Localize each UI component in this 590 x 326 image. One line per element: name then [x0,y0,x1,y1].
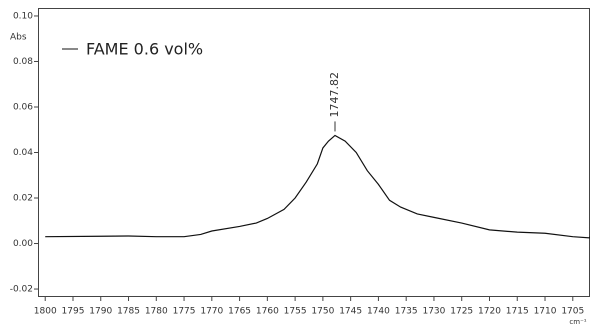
x-tick-label: 1760 [256,307,279,317]
x-tick-label: 1725 [450,307,473,317]
y-tick-label: 0.00 [13,239,33,249]
x-tick-label: 1750 [311,307,334,317]
x-tick-label: 1785 [117,307,140,317]
x-tick-label: 1730 [422,307,445,317]
x-tick-label: 1735 [395,307,418,317]
x-tick-label: 1710 [534,307,557,317]
x-tick-label: 1790 [89,307,112,317]
x-tick-label: 1720 [478,307,501,317]
y-tick-label: 0.10 [13,11,33,21]
y-axis-label: Abs [10,33,27,43]
annotation-label: 1747.82 [328,72,341,118]
x-tick-label: 1800 [34,307,57,317]
x-tick-label: 1740 [367,307,390,317]
y-tick-label: 0.02 [13,194,33,204]
legend-label: FAME 0.6 vol% [86,40,203,59]
x-tick-label: 1745 [339,307,362,317]
x-tick-label: 1775 [173,307,196,317]
y-tick-label: 0.08 [13,57,33,67]
x-tick-label: 1765 [228,307,251,317]
x-axis-label: cm⁻¹ [569,318,586,326]
x-tick-label: 1795 [62,307,85,317]
x-tick-label: 1780 [145,307,168,317]
y-tick-label: 0.06 [13,102,33,112]
y-tick-label: 0.04 [13,148,33,158]
x-tick-label: 1755 [284,307,307,317]
line-series [45,134,590,239]
x-tick-label: 1770 [200,307,223,317]
x-tick-label: 1715 [506,307,529,317]
y-tick-label: -0.02 [10,285,33,295]
x-tick-label: 1705 [561,307,584,317]
